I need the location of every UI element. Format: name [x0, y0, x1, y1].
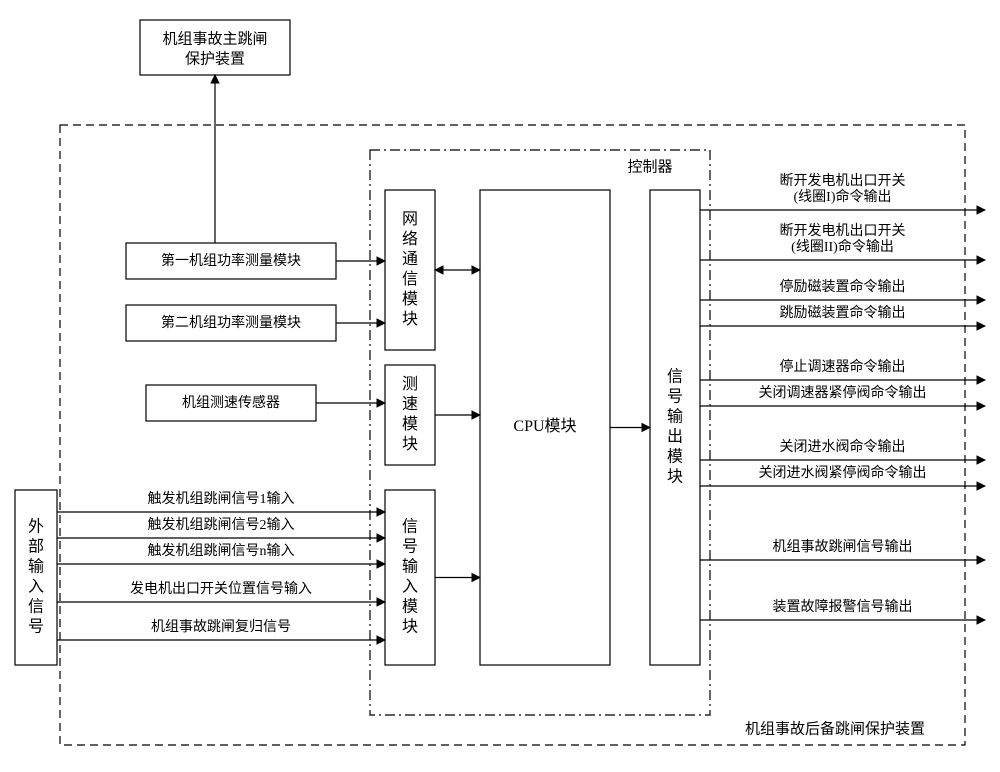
- svg-text:第二机组功率测量模块: 第二机组功率测量模块: [161, 314, 301, 331]
- svg-text:断开发电机出口开关: 断开发电机出口开关: [780, 223, 906, 239]
- svg-text:跳励磁装置命令输出: 跳励磁装置命令输出: [780, 304, 906, 321]
- svg-text:机组事故跳闸信号输出: 机组事故跳闸信号输出: [773, 539, 913, 555]
- svg-text:停励磁装置命令输出: 停励磁装置命令输出: [780, 278, 906, 295]
- svg-text:通: 通: [402, 250, 418, 268]
- svg-text:信: 信: [667, 368, 683, 386]
- svg-text:块: 块: [402, 618, 418, 636]
- svg-text:部: 部: [28, 538, 44, 556]
- svg-text:断开发电机出口开关: 断开发电机出口开关: [780, 173, 906, 189]
- svg-text:机组事故跳闸复归信号: 机组事故跳闸复归信号: [151, 618, 291, 635]
- svg-text:入: 入: [28, 579, 44, 596]
- svg-text:装置故障报警信号输出: 装置故障报警信号输出: [773, 599, 913, 615]
- svg-text:控制器: 控制器: [627, 158, 672, 175]
- svg-text:触发机组跳闸信号1输入: 触发机组跳闸信号1输入: [148, 491, 295, 507]
- svg-text:触发机组跳闸信号n输入: 触发机组跳闸信号n输入: [148, 543, 295, 559]
- svg-text:输: 输: [28, 558, 44, 576]
- svg-text:机组事故主跳闸: 机组事故主跳闸: [162, 30, 267, 47]
- svg-text:网: 网: [402, 211, 418, 228]
- svg-text:(线圈II)命令输出: (线圈II)命令输出: [791, 238, 894, 255]
- svg-text:触发机组跳闸信号2输入: 触发机组跳闸信号2输入: [148, 517, 295, 533]
- svg-text:模: 模: [402, 290, 418, 308]
- svg-text:机组事故后备跳闸保护装置: 机组事故后备跳闸保护装置: [745, 720, 925, 737]
- signal-input-module: [385, 490, 435, 665]
- svg-text:停止调速器命令输出: 停止调速器命令输出: [780, 358, 906, 375]
- svg-text:模: 模: [402, 598, 418, 616]
- svg-text:入: 入: [402, 579, 418, 596]
- svg-text:号: 号: [667, 388, 683, 406]
- svg-text:关闭调速器紧停阀命令输出: 关闭调速器紧停阀命令输出: [759, 384, 927, 401]
- svg-text:关闭进水阀紧停阀命令输出: 关闭进水阀紧停阀命令输出: [759, 464, 927, 481]
- svg-text:模: 模: [402, 415, 418, 433]
- svg-text:关闭进水阀命令输出: 关闭进水阀命令输出: [780, 438, 906, 455]
- svg-text:号: 号: [28, 618, 44, 636]
- external-input-box: [15, 490, 57, 665]
- svg-text:机组测速传感器: 机组测速传感器: [182, 394, 280, 411]
- svg-text:块: 块: [402, 310, 418, 328]
- svg-text:信: 信: [402, 518, 418, 536]
- signal-output-module: [650, 190, 700, 665]
- svg-text:号: 号: [402, 538, 418, 556]
- svg-text:出: 出: [667, 428, 683, 446]
- svg-text:CPU模块: CPU模块: [513, 417, 576, 435]
- svg-text:速: 速: [402, 395, 418, 413]
- svg-text:发电机出口开关位置信号输入: 发电机出口开关位置信号输入: [130, 581, 312, 597]
- svg-text:信: 信: [28, 598, 44, 616]
- svg-text:信: 信: [402, 270, 418, 288]
- svg-text:络: 络: [402, 229, 418, 248]
- svg-text:测: 测: [402, 375, 418, 393]
- svg-text:保护装置: 保护装置: [185, 50, 245, 67]
- svg-text:输: 输: [402, 558, 418, 576]
- svg-text:块: 块: [402, 435, 418, 453]
- svg-text:(线圈I)命令输出: (线圈I)命令输出: [794, 188, 892, 205]
- svg-text:模: 模: [667, 448, 683, 466]
- svg-text:第一机组功率测量模块: 第一机组功率测量模块: [161, 252, 301, 269]
- svg-text:输: 输: [667, 408, 683, 426]
- svg-text:外: 外: [28, 518, 44, 536]
- svg-text:块: 块: [667, 468, 683, 486]
